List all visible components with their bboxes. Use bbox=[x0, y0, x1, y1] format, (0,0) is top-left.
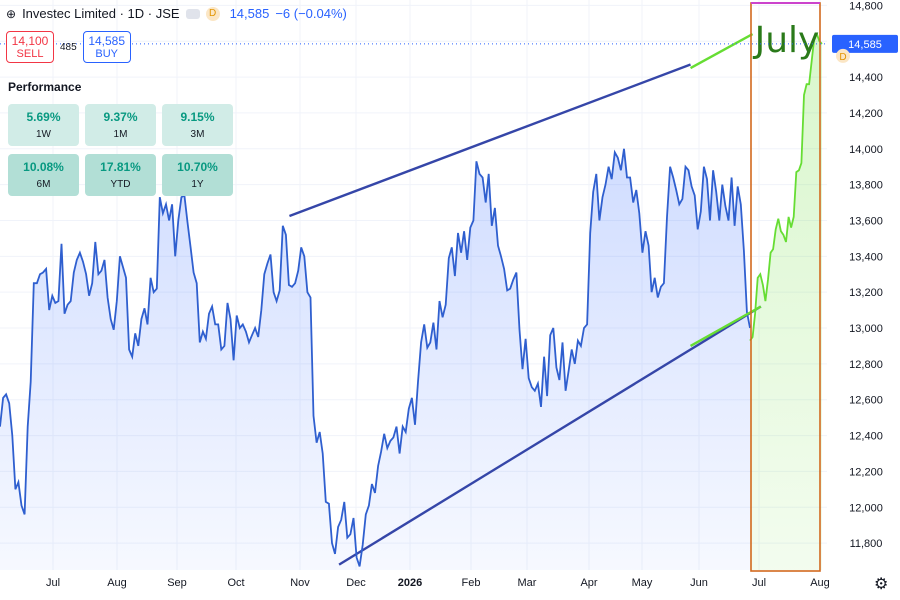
dividend-marker bbox=[836, 48, 850, 63]
sell-button[interactable]: 14,100 SELL bbox=[6, 31, 54, 63]
perf-label: 1Y bbox=[191, 179, 204, 190]
y-tick-label: 14,000 bbox=[849, 144, 883, 156]
spread-value: 485 bbox=[60, 41, 77, 53]
y-tick-label: 12,800 bbox=[849, 359, 883, 371]
y-tick-label: 14,400 bbox=[849, 72, 883, 84]
perf-1y[interactable]: 10.70% 1Y bbox=[162, 154, 233, 196]
perf-label: 1W bbox=[36, 129, 51, 140]
toggle-icon[interactable] bbox=[185, 8, 200, 19]
x-tick-label: Jun bbox=[690, 577, 708, 589]
perf-3m[interactable]: 9.15% 3M bbox=[162, 104, 233, 146]
x-tick-label: Oct bbox=[227, 577, 244, 589]
y-tick-label: 13,400 bbox=[849, 251, 883, 263]
channel-line bbox=[338, 305, 762, 566]
x-tick-label: Mar bbox=[518, 577, 537, 589]
y-tick-label: 13,600 bbox=[849, 215, 883, 227]
y-tick-label: 12,200 bbox=[849, 466, 883, 478]
july-trend-line bbox=[689, 33, 754, 70]
x-tick-label: Nov bbox=[290, 577, 310, 589]
series-area bbox=[0, 148, 750, 571]
x-tick-label: Aug bbox=[107, 577, 127, 589]
price-tag-label: 14,585 bbox=[848, 39, 882, 51]
y-tick-label: 12,600 bbox=[849, 395, 883, 407]
sell-label: SELL bbox=[16, 48, 44, 60]
buy-button[interactable]: 14,585 BUY bbox=[82, 31, 131, 63]
july-area bbox=[750, 34, 822, 571]
dividend-marker-label: D bbox=[839, 52, 846, 63]
gear-icon[interactable]: ⚙ bbox=[874, 576, 889, 593]
performance-grid: 5.69% 1W 9.37% 1M 9.15% 3M 10.08% 6M 17.81% Y… bbox=[8, 104, 233, 196]
price-line bbox=[0, 148, 751, 567]
july-line bbox=[749, 32, 823, 342]
x-tick-label: Jul bbox=[46, 577, 60, 589]
y-tick-label: 14,800 bbox=[849, 0, 883, 12]
july-trend-line bbox=[689, 305, 762, 347]
chart-header: ⊕ Investec Limited · 1D · JSE D 14,585 −… bbox=[6, 6, 347, 21]
x-tick-label: May bbox=[632, 577, 653, 589]
y-tick-label: 12,000 bbox=[849, 502, 883, 514]
globe-icon: ⊕ bbox=[6, 6, 17, 21]
perf-label: 3M bbox=[190, 129, 205, 140]
performance-title: Performance bbox=[8, 80, 82, 94]
x-tick-label: Apr bbox=[580, 577, 597, 589]
perf-ytd[interactable]: 17.81% YTD bbox=[85, 154, 156, 196]
y-tick-label: 14,200 bbox=[849, 108, 883, 120]
perf-value: 5.69% bbox=[26, 110, 61, 124]
y-tick-label: 11,800 bbox=[850, 538, 883, 550]
perf-value: 9.37% bbox=[103, 110, 138, 124]
price-tag bbox=[832, 34, 898, 53]
perf-label: YTD bbox=[110, 179, 131, 190]
channel-line bbox=[289, 63, 691, 218]
trade-panel: 14,100 SELL 485 14,585 BUY bbox=[6, 31, 131, 63]
y-tick-label: 13,000 bbox=[849, 323, 883, 335]
sell-price: 14,100 bbox=[11, 34, 49, 48]
dividend-icon[interactable]: D bbox=[205, 6, 220, 21]
x-tick-label: Jul bbox=[752, 577, 766, 589]
x-tick-label: Feb bbox=[462, 577, 481, 589]
last-price: 14,585 bbox=[229, 6, 270, 21]
x-tick-label: Dec bbox=[346, 577, 366, 589]
y-tick-label: 13,800 bbox=[849, 180, 883, 192]
price-change: −6 (−0.04%) bbox=[275, 6, 347, 21]
perf-label: 1M bbox=[113, 129, 128, 140]
perf-value: 10.08% bbox=[23, 160, 64, 174]
x-tick-label: Sep bbox=[167, 577, 187, 589]
perf-value: 10.70% bbox=[177, 160, 218, 174]
y-tick-label: 12,400 bbox=[849, 431, 883, 443]
buy-price: 14,585 bbox=[88, 34, 126, 48]
x-tick-label: Aug bbox=[810, 577, 830, 589]
perf-1m[interactable]: 9.37% 1M bbox=[85, 104, 156, 146]
x-tick-label: 2026 bbox=[398, 577, 422, 589]
symbol-title[interactable]: Investec Limited · 1D · JSE bbox=[22, 6, 180, 21]
buy-label: BUY bbox=[95, 48, 118, 60]
perf-value: 17.81% bbox=[100, 160, 141, 174]
perf-6m[interactable]: 10.08% 6M bbox=[8, 154, 79, 196]
perf-label: 6M bbox=[36, 179, 51, 190]
y-tick-label: 13,200 bbox=[849, 287, 883, 299]
perf-1w[interactable]: 5.69% 1W bbox=[8, 104, 79, 146]
july-annotation: July bbox=[753, 20, 820, 61]
perf-value: 9.15% bbox=[180, 110, 215, 124]
